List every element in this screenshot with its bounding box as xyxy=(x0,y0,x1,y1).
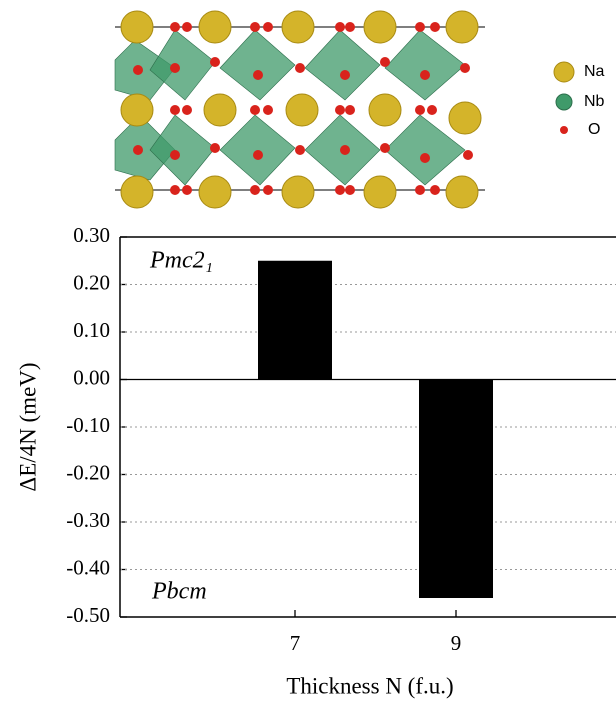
legend-label: Na xyxy=(584,63,605,80)
x-tick-label: 9 xyxy=(451,631,462,655)
y-tick-label: -0.10 xyxy=(66,413,110,437)
y-axis-label: ΔE/4N (meV) xyxy=(15,362,40,491)
y-tick-label: 0.30 xyxy=(73,223,110,247)
y-tick-label: 0.20 xyxy=(73,270,110,294)
y-tick-label: 0.10 xyxy=(73,318,110,342)
x-axis-label: Thickness N (f.u.) xyxy=(286,673,453,698)
y-tick-label: -0.30 xyxy=(66,508,110,532)
y-tick-label: -0.50 xyxy=(66,603,110,627)
y-tick-label: -0.40 xyxy=(66,555,110,579)
legend-label: Nb xyxy=(584,93,605,110)
legend-label: O xyxy=(588,121,600,138)
crystal-structure xyxy=(114,10,485,209)
y-tick-label: 0.00 xyxy=(73,365,110,389)
x-tick-label: 7 xyxy=(290,631,301,655)
annotation: Pbcm xyxy=(151,579,207,605)
annotation: Pmc2₁ xyxy=(149,248,213,274)
bar xyxy=(419,379,493,598)
bar xyxy=(258,260,332,380)
structure-legend: Na Nb O xyxy=(553,61,605,138)
y-tick-label: -0.20 xyxy=(66,460,110,484)
